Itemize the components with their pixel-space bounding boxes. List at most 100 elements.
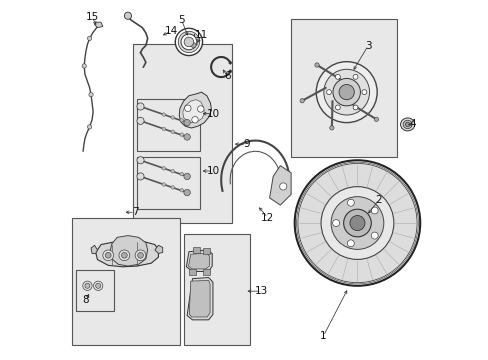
Circle shape bbox=[314, 63, 319, 67]
Bar bbox=[133, 44, 231, 223]
Text: 12: 12 bbox=[261, 213, 274, 222]
Bar bbox=[137, 157, 199, 209]
Circle shape bbox=[335, 105, 340, 110]
Text: 4: 4 bbox=[408, 120, 415, 129]
Circle shape bbox=[352, 105, 357, 110]
Polygon shape bbox=[96, 241, 158, 267]
Circle shape bbox=[180, 172, 183, 176]
Circle shape bbox=[183, 189, 190, 196]
Bar bbox=[76, 270, 113, 311]
Circle shape bbox=[181, 34, 196, 50]
Circle shape bbox=[178, 31, 199, 53]
Circle shape bbox=[124, 12, 131, 19]
Circle shape bbox=[330, 197, 383, 249]
Polygon shape bbox=[188, 253, 209, 269]
Text: 6: 6 bbox=[224, 71, 230, 81]
Bar bbox=[183, 234, 249, 345]
Circle shape bbox=[87, 36, 92, 41]
Polygon shape bbox=[192, 40, 197, 46]
Circle shape bbox=[343, 209, 370, 237]
Bar bbox=[72, 218, 180, 345]
Circle shape bbox=[323, 69, 369, 115]
Circle shape bbox=[405, 122, 409, 127]
Circle shape bbox=[162, 127, 165, 131]
Circle shape bbox=[171, 170, 174, 173]
Text: 2: 2 bbox=[375, 195, 382, 205]
Circle shape bbox=[316, 62, 376, 123]
Circle shape bbox=[197, 106, 203, 112]
Circle shape bbox=[184, 105, 191, 112]
Polygon shape bbox=[110, 235, 147, 266]
Circle shape bbox=[175, 28, 202, 55]
Polygon shape bbox=[179, 92, 211, 128]
Circle shape bbox=[332, 78, 360, 106]
Circle shape bbox=[338, 85, 354, 100]
Ellipse shape bbox=[400, 118, 414, 131]
Circle shape bbox=[183, 120, 190, 126]
Text: 14: 14 bbox=[164, 26, 177, 36]
Circle shape bbox=[191, 117, 198, 123]
Text: 9: 9 bbox=[243, 139, 249, 149]
Circle shape bbox=[329, 126, 333, 130]
Text: 3: 3 bbox=[364, 41, 371, 50]
Circle shape bbox=[96, 283, 101, 288]
Text: 1: 1 bbox=[320, 331, 326, 341]
Circle shape bbox=[82, 281, 92, 291]
Polygon shape bbox=[155, 245, 163, 253]
Circle shape bbox=[335, 75, 340, 79]
Circle shape bbox=[349, 216, 364, 230]
Circle shape bbox=[137, 117, 144, 125]
Circle shape bbox=[228, 61, 231, 64]
Circle shape bbox=[370, 232, 377, 239]
Circle shape bbox=[183, 134, 190, 140]
Polygon shape bbox=[188, 269, 196, 275]
Circle shape bbox=[137, 173, 144, 180]
Text: 7: 7 bbox=[132, 207, 138, 217]
Circle shape bbox=[297, 163, 416, 283]
Circle shape bbox=[373, 117, 378, 121]
Circle shape bbox=[300, 99, 304, 103]
Circle shape bbox=[121, 252, 127, 258]
Circle shape bbox=[184, 37, 193, 47]
Circle shape bbox=[171, 116, 174, 119]
Text: 13: 13 bbox=[255, 286, 268, 296]
Circle shape bbox=[137, 103, 144, 110]
Circle shape bbox=[180, 133, 183, 136]
Circle shape bbox=[279, 183, 286, 190]
Circle shape bbox=[183, 173, 190, 180]
Bar bbox=[290, 19, 396, 157]
Circle shape bbox=[352, 75, 357, 79]
Text: 10: 10 bbox=[206, 109, 220, 119]
Polygon shape bbox=[186, 250, 212, 271]
Circle shape bbox=[162, 113, 165, 116]
Circle shape bbox=[361, 90, 366, 95]
Text: 5: 5 bbox=[178, 15, 184, 26]
Ellipse shape bbox=[402, 120, 411, 129]
Circle shape bbox=[191, 42, 196, 48]
Circle shape bbox=[326, 90, 331, 95]
Circle shape bbox=[119, 250, 129, 261]
Circle shape bbox=[85, 283, 90, 288]
Text: 8: 8 bbox=[82, 295, 89, 305]
Circle shape bbox=[137, 252, 143, 258]
Polygon shape bbox=[203, 248, 210, 254]
Polygon shape bbox=[94, 22, 102, 28]
Circle shape bbox=[82, 64, 86, 68]
Circle shape bbox=[332, 220, 339, 226]
Text: 11: 11 bbox=[194, 30, 208, 40]
Polygon shape bbox=[183, 100, 204, 123]
Circle shape bbox=[321, 186, 393, 260]
Circle shape bbox=[105, 252, 111, 258]
Polygon shape bbox=[192, 247, 199, 253]
Circle shape bbox=[135, 250, 145, 261]
Circle shape bbox=[346, 199, 354, 206]
Circle shape bbox=[93, 281, 102, 291]
Circle shape bbox=[346, 240, 354, 247]
Circle shape bbox=[162, 167, 165, 170]
Polygon shape bbox=[269, 166, 290, 205]
Circle shape bbox=[171, 185, 174, 189]
Polygon shape bbox=[203, 269, 210, 275]
Circle shape bbox=[162, 183, 165, 186]
Circle shape bbox=[89, 93, 93, 97]
Circle shape bbox=[171, 130, 174, 134]
